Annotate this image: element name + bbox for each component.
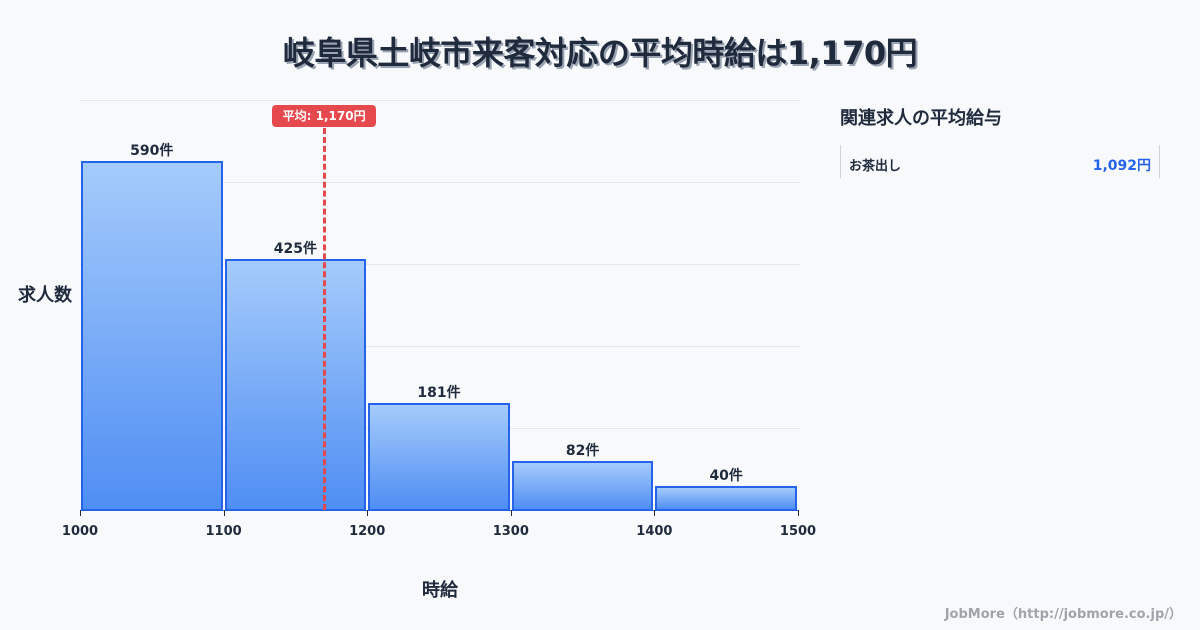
histogram-bar <box>81 160 223 511</box>
related-job-wage: 1,092円 <box>1092 158 1151 174</box>
histogram-bar <box>368 402 510 511</box>
x-tick <box>510 510 512 516</box>
gridline <box>80 346 800 347</box>
x-tick-label: 1500 <box>779 524 817 539</box>
related-job-item[interactable]: お茶出し 1,092円 <box>840 145 1160 178</box>
page-title: 岐阜県土岐市来客対応の平均時給は1,170円 <box>282 34 918 72</box>
bar-value-label: 40件 <box>709 468 743 485</box>
gridline <box>80 100 800 101</box>
x-tick <box>367 510 369 516</box>
x-axis-label: 時給 <box>422 580 458 601</box>
average-line <box>323 128 327 510</box>
related-job-name: お茶出し <box>849 159 902 174</box>
x-tick <box>223 510 225 516</box>
bar-value-label: 181件 <box>417 384 461 401</box>
y-axis-label: 求人数 <box>18 285 72 306</box>
histogram-bar <box>511 461 654 511</box>
x-tick <box>80 510 81 516</box>
x-tick <box>654 510 656 516</box>
related-jobs-title: 関連求人の平均給与 <box>840 108 1002 129</box>
gridline <box>80 264 800 265</box>
x-tick-label: 1000 <box>61 524 99 539</box>
x-tick-label: 1200 <box>349 524 386 539</box>
bar-value-label: 590件 <box>130 142 174 159</box>
average-badge: 平均: 1,170円 <box>272 105 377 127</box>
gridline <box>80 182 800 183</box>
x-tick <box>798 510 799 516</box>
bar-value-label: 425件 <box>273 240 317 257</box>
histogram-bar <box>224 258 367 511</box>
bar-value-label: 82件 <box>565 443 600 460</box>
histogram-chart: 求人数 590件 425件 181件 82件 40件 1000 1100 1200 1300 1… <box>18 100 816 601</box>
footer-credit: JobMore（http://jobmore.co.jp/） <box>944 607 1182 622</box>
x-tick-label: 1300 <box>492 524 529 539</box>
x-tick-label: 1400 <box>636 524 673 539</box>
x-tick-label: 1100 <box>205 524 242 539</box>
x-axis-line <box>80 510 799 511</box>
histogram-bar <box>655 486 797 511</box>
